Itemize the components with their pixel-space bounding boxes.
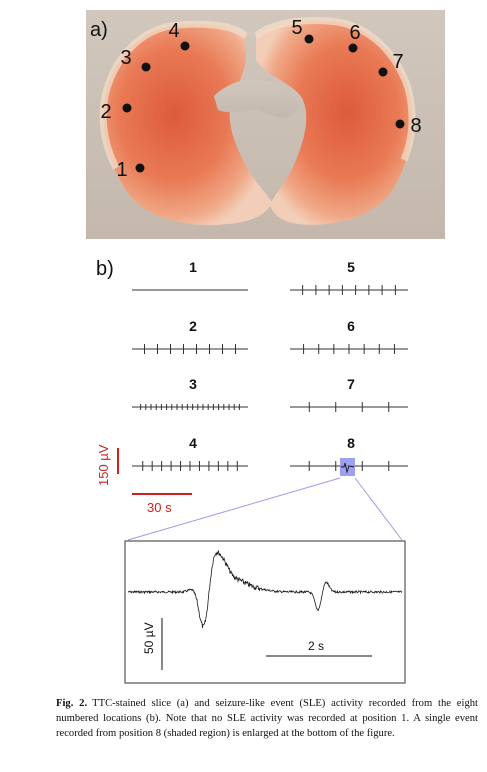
electrode-label-6: 6	[349, 22, 360, 44]
midline-notch	[246, 24, 256, 36]
trace-label-7: 7	[347, 376, 355, 392]
left-hemisphere	[103, 24, 273, 225]
inset-waveform	[127, 550, 403, 629]
electrode-dot-4	[180, 41, 190, 51]
electrode-dot-3	[141, 62, 151, 72]
electrode-label-2: 2	[100, 101, 111, 123]
panel-a-label: a)	[90, 19, 108, 41]
electrode-dot-7	[378, 67, 388, 77]
cortex-rim	[99, 20, 249, 170]
highlight-region	[340, 458, 355, 476]
electrode-label-4: 4	[168, 20, 179, 42]
electrode-dot-5	[304, 34, 314, 44]
electrode-label-3: 3	[120, 47, 131, 69]
figure-caption: Fig. 2. TTC-stained slice (a) and seizure…	[56, 696, 478, 741]
inset-frame	[124, 540, 406, 684]
inset-panel: 50 µV 2 s	[124, 540, 406, 684]
electrode-dot-6	[348, 43, 358, 53]
caption-text: TTC-stained slice (a) and seizure-like e…	[56, 698, 478, 739]
trace-label-4: 4	[189, 435, 197, 451]
figure-2: a) 1 2 3 4 5 6 7 8 b) 1 2 3 4 5 6 7 8 150 µV 30 s 50 µ…	[86, 10, 445, 684]
trace-grid: 1 2 3 4 5 6 7 8	[132, 259, 408, 471]
inset-voltage-scale-label: 50 µV	[142, 622, 156, 654]
cortex-rim-right	[253, 17, 416, 162]
electrode-label-1: 1	[116, 159, 127, 181]
trace-label-8: 8	[347, 435, 355, 451]
time-scale-label: 30 s	[147, 500, 172, 515]
trace-label-3: 3	[189, 376, 197, 392]
caption-label: Fig. 2.	[56, 698, 88, 709]
electrode-label-5: 5	[291, 17, 302, 39]
right-hemisphere	[256, 20, 413, 225]
inset-time-scale-label: 2 s	[308, 639, 324, 653]
electrode-dot-8	[395, 119, 405, 129]
voltage-scale-label: 150 µV	[96, 444, 111, 486]
trace-label-6: 6	[347, 318, 355, 334]
electrode-label-7: 7	[392, 51, 403, 73]
panel-b-label: b)	[96, 258, 114, 280]
ventricle-gap	[214, 79, 299, 118]
panel-a-photo: a) 1 2 3 4 5 6 7 8	[86, 10, 445, 239]
highlight-event-trace	[341, 462, 355, 474]
zoom-line-left	[127, 477, 341, 541]
electrode-label-8: 8	[410, 115, 421, 137]
zoom-line-right	[354, 477, 403, 541]
electrode-dot-2	[122, 103, 132, 113]
trace-label-2: 2	[189, 318, 197, 334]
trace-label-1: 1	[189, 259, 197, 275]
trace-label-5: 5	[347, 259, 355, 275]
electrode-dot-1	[135, 163, 145, 173]
